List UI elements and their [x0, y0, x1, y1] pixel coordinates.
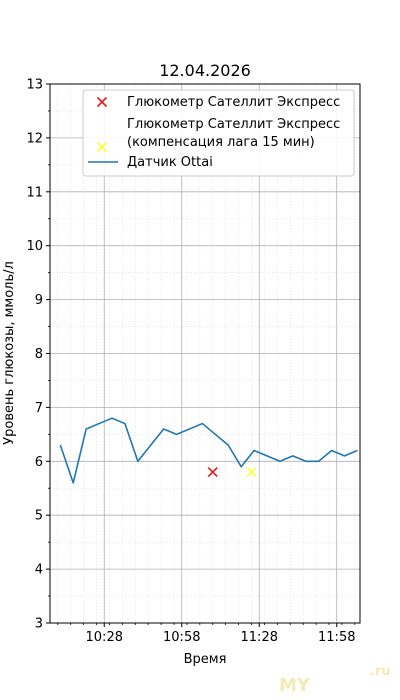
legend-label: (компенсация лага 15 мин): [127, 135, 315, 150]
y-tick-label: 13: [26, 78, 43, 93]
x-tick-label: 11:58: [318, 630, 355, 645]
y-axis: 3 4 5 6 7 8 9 10 11 12 13: [26, 78, 50, 632]
legend-box: [82, 89, 355, 177]
x-axis-label: Время: [184, 652, 227, 667]
y-tick-label: 4: [35, 563, 43, 578]
legend-label: Датчик Ottai: [127, 155, 213, 170]
y-tick-label: 11: [26, 185, 43, 200]
y-tick-label: 6: [35, 455, 43, 470]
legend-label: Глюкометр Сателлит Экспресс: [127, 95, 340, 110]
x-axis: 10:28 10:58 11:28 11:58: [57, 623, 355, 645]
marker-stroke: [96, 96, 108, 108]
scatter-point-glucometer-lag: [246, 467, 257, 478]
y-tick-label: 3: [35, 617, 43, 632]
legend: Глюкометр Сателлит Экспресс Глюкометр Сат…: [82, 89, 355, 177]
y-tick-label: 10: [26, 239, 43, 254]
y-tick-label: 8: [35, 347, 43, 362]
legend-marker-glucometer: [96, 96, 108, 108]
watermark-suffix: .ru: [370, 664, 391, 679]
marker-stroke: [207, 467, 218, 478]
x-tick-label: 10:58: [163, 630, 200, 645]
marker-stroke: [246, 467, 257, 478]
y-tick-label: 7: [35, 401, 43, 416]
series-layer: [59, 417, 358, 484]
y-tick-label: 5: [35, 509, 43, 524]
watermark: MY .ru: [279, 664, 391, 696]
x-tick-label: 11:28: [241, 630, 278, 645]
marker-stroke: [96, 141, 108, 153]
series-line-ottai: [59, 417, 358, 484]
watermark-text: MY: [279, 675, 311, 696]
y-axis-label: Уровень глюкозы, ммоль/л: [2, 261, 17, 445]
x-tick-label: 10:28: [86, 630, 123, 645]
chart-title: 12.04.2026: [159, 61, 251, 80]
legend-label: Глюкометр Сателлит Экспресс: [127, 117, 340, 132]
scatter-point-glucometer: [207, 467, 218, 478]
y-tick-label: 12: [26, 131, 43, 146]
legend-marker-glucometer-lag: [96, 141, 108, 153]
y-tick-label: 9: [35, 293, 43, 308]
